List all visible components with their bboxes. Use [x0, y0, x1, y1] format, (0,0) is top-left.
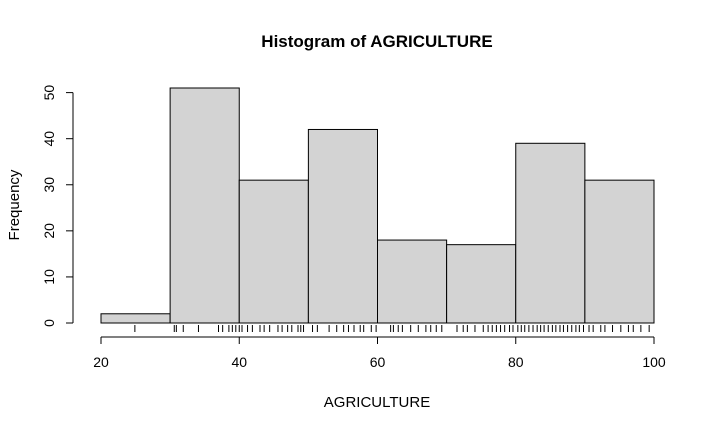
bar-2 — [238, 179, 309, 324]
x-axis-label: AGRICULTURE — [324, 394, 430, 411]
x-tick-label-80: 80 — [508, 354, 524, 370]
y-tick-label-10: 10 — [41, 269, 57, 285]
x-tick-label-40: 40 — [231, 354, 247, 370]
bars-group — [100, 87, 655, 324]
x-axis: 20 40 60 80 100 — [93, 336, 666, 370]
y-tick-label-20: 20 — [41, 223, 57, 239]
y-tick-label-30: 30 — [41, 177, 57, 193]
bar-4 — [377, 239, 448, 324]
bar-6 — [515, 142, 586, 324]
x-tick-label-60: 60 — [370, 354, 386, 370]
y-tick-label-0: 0 — [41, 319, 57, 327]
bar-7 — [584, 179, 655, 324]
x-tick-label-20: 20 — [93, 354, 109, 370]
bar-5 — [446, 244, 517, 324]
bar-1 — [169, 87, 240, 324]
y-axis: 0 10 20 30 40 50 — [41, 85, 74, 327]
chart-title: Histogram of AGRICULTURE — [261, 32, 492, 51]
bar-0 — [100, 313, 171, 324]
y-tick-label-40: 40 — [41, 131, 57, 147]
y-tick-label-50: 50 — [41, 85, 57, 101]
rug-group — [134, 325, 650, 332]
y-axis-label: Frequency — [6, 169, 23, 240]
x-tick-label-100: 100 — [642, 354, 666, 370]
bar-3 — [307, 128, 378, 324]
